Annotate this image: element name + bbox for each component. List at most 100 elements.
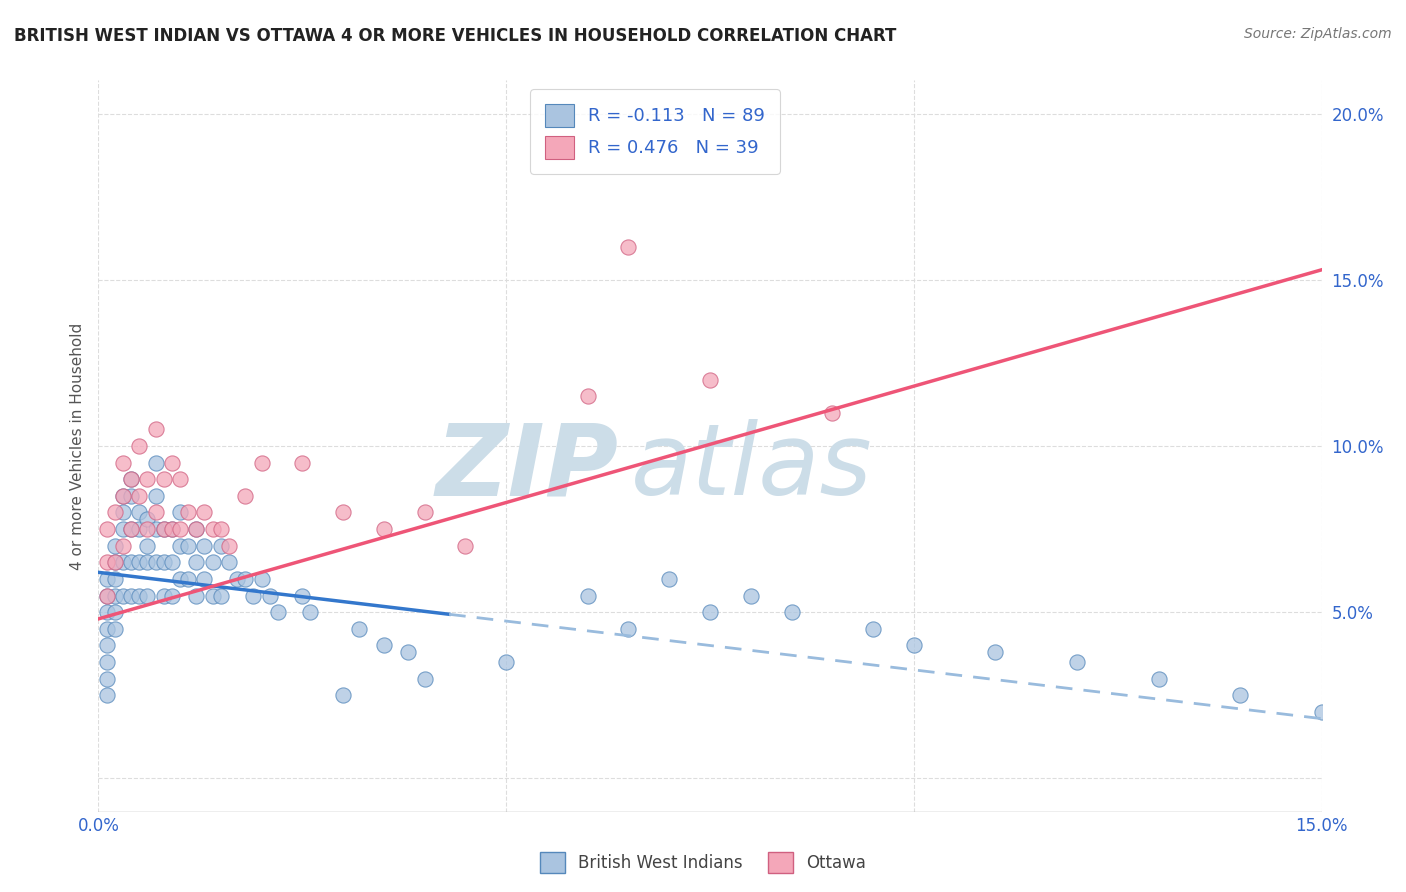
Point xyxy=(120,472,142,486)
Point xyxy=(111,589,134,603)
Point xyxy=(96,689,118,703)
Point xyxy=(177,572,200,586)
Point xyxy=(104,605,127,619)
Point xyxy=(209,522,232,536)
Point xyxy=(1147,672,1170,686)
Point xyxy=(984,645,1007,659)
Point xyxy=(120,522,142,536)
Point xyxy=(96,572,118,586)
Point xyxy=(96,639,118,653)
Point xyxy=(160,522,183,536)
Point xyxy=(104,555,127,569)
Point xyxy=(160,522,183,536)
Point xyxy=(291,589,314,603)
Point xyxy=(145,489,167,503)
Point xyxy=(128,489,150,503)
Point xyxy=(96,589,118,603)
Legend: R = -0.113   N = 89, R = 0.476   N = 39: R = -0.113 N = 89, R = 0.476 N = 39 xyxy=(530,89,779,174)
Point xyxy=(169,522,191,536)
Point xyxy=(120,489,142,503)
Point xyxy=(104,539,127,553)
Point xyxy=(193,539,215,553)
Point xyxy=(104,589,127,603)
Point xyxy=(332,689,354,703)
Point xyxy=(617,622,640,636)
Point xyxy=(145,456,167,470)
Point xyxy=(413,506,436,520)
Point xyxy=(152,472,174,486)
Point xyxy=(120,472,142,486)
Point xyxy=(169,572,191,586)
Point xyxy=(104,572,127,586)
Point xyxy=(120,589,142,603)
Point xyxy=(862,622,884,636)
Point xyxy=(128,522,150,536)
Point xyxy=(136,539,159,553)
Point xyxy=(332,506,354,520)
Point xyxy=(160,456,183,470)
Point xyxy=(699,605,721,619)
Point xyxy=(373,522,395,536)
Point xyxy=(111,539,134,553)
Point xyxy=(740,589,762,603)
Point xyxy=(111,522,134,536)
Point xyxy=(617,239,640,253)
Point xyxy=(186,555,208,569)
Point xyxy=(699,372,721,386)
Point xyxy=(233,572,256,586)
Point xyxy=(169,506,191,520)
Point xyxy=(111,489,134,503)
Point xyxy=(104,506,127,520)
Point xyxy=(396,645,419,659)
Point xyxy=(145,555,167,569)
Point xyxy=(96,655,118,669)
Point xyxy=(152,555,174,569)
Point xyxy=(242,589,264,603)
Point xyxy=(169,472,191,486)
Point xyxy=(495,655,517,669)
Point xyxy=(201,522,224,536)
Point xyxy=(169,539,191,553)
Point xyxy=(186,589,208,603)
Point xyxy=(233,489,256,503)
Point xyxy=(373,639,395,653)
Point xyxy=(576,589,599,603)
Point xyxy=(128,555,150,569)
Point xyxy=(454,539,477,553)
Point xyxy=(120,522,142,536)
Text: Source: ZipAtlas.com: Source: ZipAtlas.com xyxy=(1244,27,1392,41)
Point xyxy=(111,555,134,569)
Point xyxy=(128,506,150,520)
Point xyxy=(177,539,200,553)
Text: atlas: atlas xyxy=(630,419,872,516)
Point xyxy=(111,489,134,503)
Point xyxy=(128,439,150,453)
Point xyxy=(145,506,167,520)
Point xyxy=(177,506,200,520)
Point xyxy=(104,622,127,636)
Point xyxy=(193,506,215,520)
Point xyxy=(186,522,208,536)
Point xyxy=(218,555,240,569)
Point xyxy=(96,589,118,603)
Y-axis label: 4 or more Vehicles in Household: 4 or more Vehicles in Household xyxy=(69,322,84,570)
Point xyxy=(136,472,159,486)
Text: ZIP: ZIP xyxy=(436,419,619,516)
Point xyxy=(413,672,436,686)
Point xyxy=(96,672,118,686)
Point xyxy=(1066,655,1088,669)
Point xyxy=(903,639,925,653)
Point xyxy=(160,555,183,569)
Point xyxy=(267,605,290,619)
Legend: British West Indians, Ottawa: British West Indians, Ottawa xyxy=(533,846,873,880)
Point xyxy=(209,539,232,553)
Point xyxy=(299,605,322,619)
Point xyxy=(291,456,314,470)
Point xyxy=(152,522,174,536)
Point xyxy=(152,589,174,603)
Point xyxy=(226,572,249,586)
Point xyxy=(186,522,208,536)
Point xyxy=(201,589,224,603)
Point xyxy=(1310,705,1333,719)
Point xyxy=(111,456,134,470)
